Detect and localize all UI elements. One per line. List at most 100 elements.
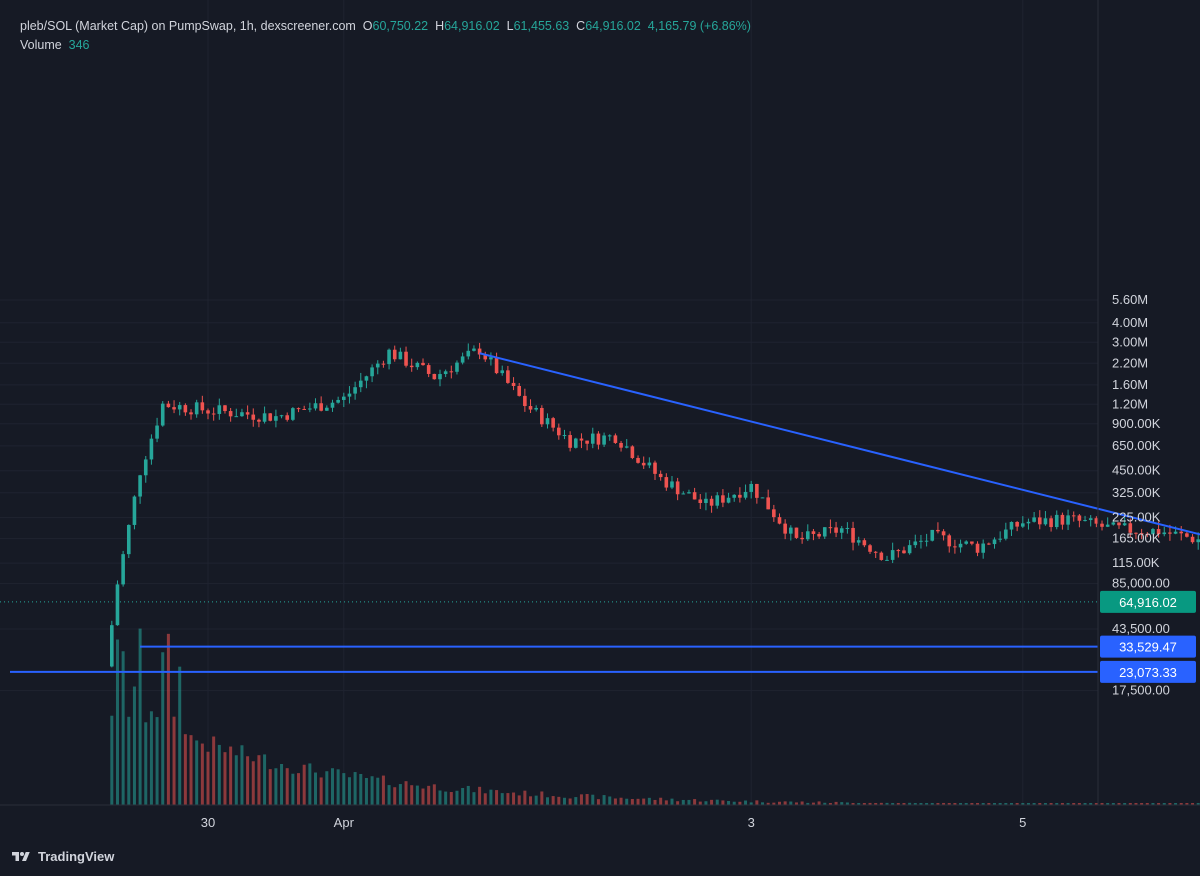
volume-bar — [138, 628, 142, 805]
candle-body — [1173, 531, 1178, 534]
candle-body — [834, 527, 838, 533]
volume-bar — [1168, 803, 1172, 805]
volume-bar — [461, 787, 465, 805]
volume-bar — [291, 773, 295, 805]
pair-title: pleb/SOL (Market Cap) on PumpSwap, 1h, d… — [20, 19, 356, 33]
volume-bar — [1174, 803, 1178, 805]
volume-bar — [806, 802, 810, 805]
volume-bar — [223, 752, 227, 805]
tradingview-logo[interactable]: TradingView — [10, 849, 114, 864]
volume-bar — [710, 799, 714, 805]
volume-bar — [1026, 803, 1030, 805]
candle-body — [630, 446, 635, 458]
volume-bar — [579, 794, 583, 805]
candle-body — [500, 370, 505, 374]
candle-body — [472, 348, 476, 351]
candle-body — [1054, 514, 1059, 528]
volume-bar — [613, 798, 617, 805]
candle-body — [143, 459, 148, 476]
candle-body — [353, 387, 357, 394]
candle-body — [1032, 517, 1036, 522]
candle-body — [302, 408, 306, 410]
volume-bar — [274, 768, 278, 805]
volume-bar — [591, 794, 595, 805]
candle-body — [404, 351, 408, 366]
volume-bar — [862, 803, 866, 805]
candle-body — [1139, 533, 1144, 535]
volume-bar — [393, 787, 397, 805]
candle-body — [1094, 518, 1099, 524]
candle-body — [1088, 518, 1093, 521]
volume-bar — [664, 800, 668, 805]
candle-body — [1043, 518, 1048, 525]
volume-bar — [947, 803, 951, 805]
volume-bar — [777, 801, 781, 805]
volume-bar — [155, 717, 159, 805]
volume-bar — [121, 651, 125, 805]
volume-bar — [942, 802, 946, 805]
y-tick-label: 43,500.00 — [1112, 621, 1170, 636]
volume-bar — [132, 686, 136, 805]
candle-body — [194, 402, 199, 415]
candle-body — [330, 402, 335, 408]
volume-bar — [1140, 803, 1144, 805]
volume-bar — [512, 792, 516, 805]
volume-bar — [857, 803, 861, 805]
candle-body — [613, 435, 618, 443]
candle-body — [443, 371, 448, 375]
volume-bar — [630, 799, 634, 805]
open-label: O — [362, 19, 373, 33]
volume-value: 346 — [68, 38, 90, 52]
volume-bar — [189, 735, 193, 805]
volume-bar — [704, 801, 708, 805]
candle-body — [358, 380, 363, 388]
volume-bar — [1094, 803, 1098, 805]
volume-bar — [636, 798, 640, 805]
volume-bar — [495, 790, 499, 805]
candle-body — [885, 559, 889, 561]
volume-bar — [297, 773, 301, 805]
volume-bar — [676, 801, 680, 805]
candle-body — [1111, 522, 1116, 525]
volume-bar — [845, 802, 849, 805]
axes: 30Apr3579115.60M4.00M3.00M2.20M1.60M1.20… — [0, 0, 1200, 830]
candle-body — [1196, 539, 1200, 543]
candle-body — [234, 416, 239, 418]
volume-bar — [110, 715, 114, 805]
volume-bar — [444, 791, 448, 805]
candle-body — [919, 540, 923, 542]
volume-bar — [438, 790, 442, 805]
volume-bar — [353, 772, 357, 805]
candle-body — [392, 349, 397, 360]
volume-bars — [110, 628, 1200, 805]
candle-body — [862, 540, 867, 546]
volume-bar — [919, 803, 923, 805]
volume-bar — [149, 711, 153, 805]
volume-bar — [534, 795, 538, 805]
candle-body — [551, 418, 555, 428]
volume-bar — [1038, 803, 1042, 805]
candle-body — [828, 527, 833, 529]
candle-body — [268, 413, 273, 421]
volume-bar — [755, 800, 759, 805]
volume-bar — [200, 743, 204, 805]
volume-bar — [562, 797, 566, 805]
volume-bar — [1066, 803, 1070, 805]
candle-body — [715, 495, 720, 506]
candle-body — [291, 408, 295, 420]
volume-bar — [1185, 803, 1189, 805]
candle-body — [1049, 518, 1053, 528]
volume-bar — [364, 778, 368, 805]
candle-body — [325, 407, 329, 411]
candle-body — [789, 527, 793, 534]
volume-bar — [263, 754, 267, 805]
candle-body — [160, 403, 165, 426]
y-tick-label: 650.00K — [1112, 438, 1161, 453]
candle-body — [285, 415, 290, 420]
volume-bar — [653, 799, 657, 805]
candle-body — [308, 408, 312, 410]
downtrend-line — [479, 352, 1200, 536]
candle-body — [568, 435, 572, 448]
volume-bar — [506, 793, 510, 805]
